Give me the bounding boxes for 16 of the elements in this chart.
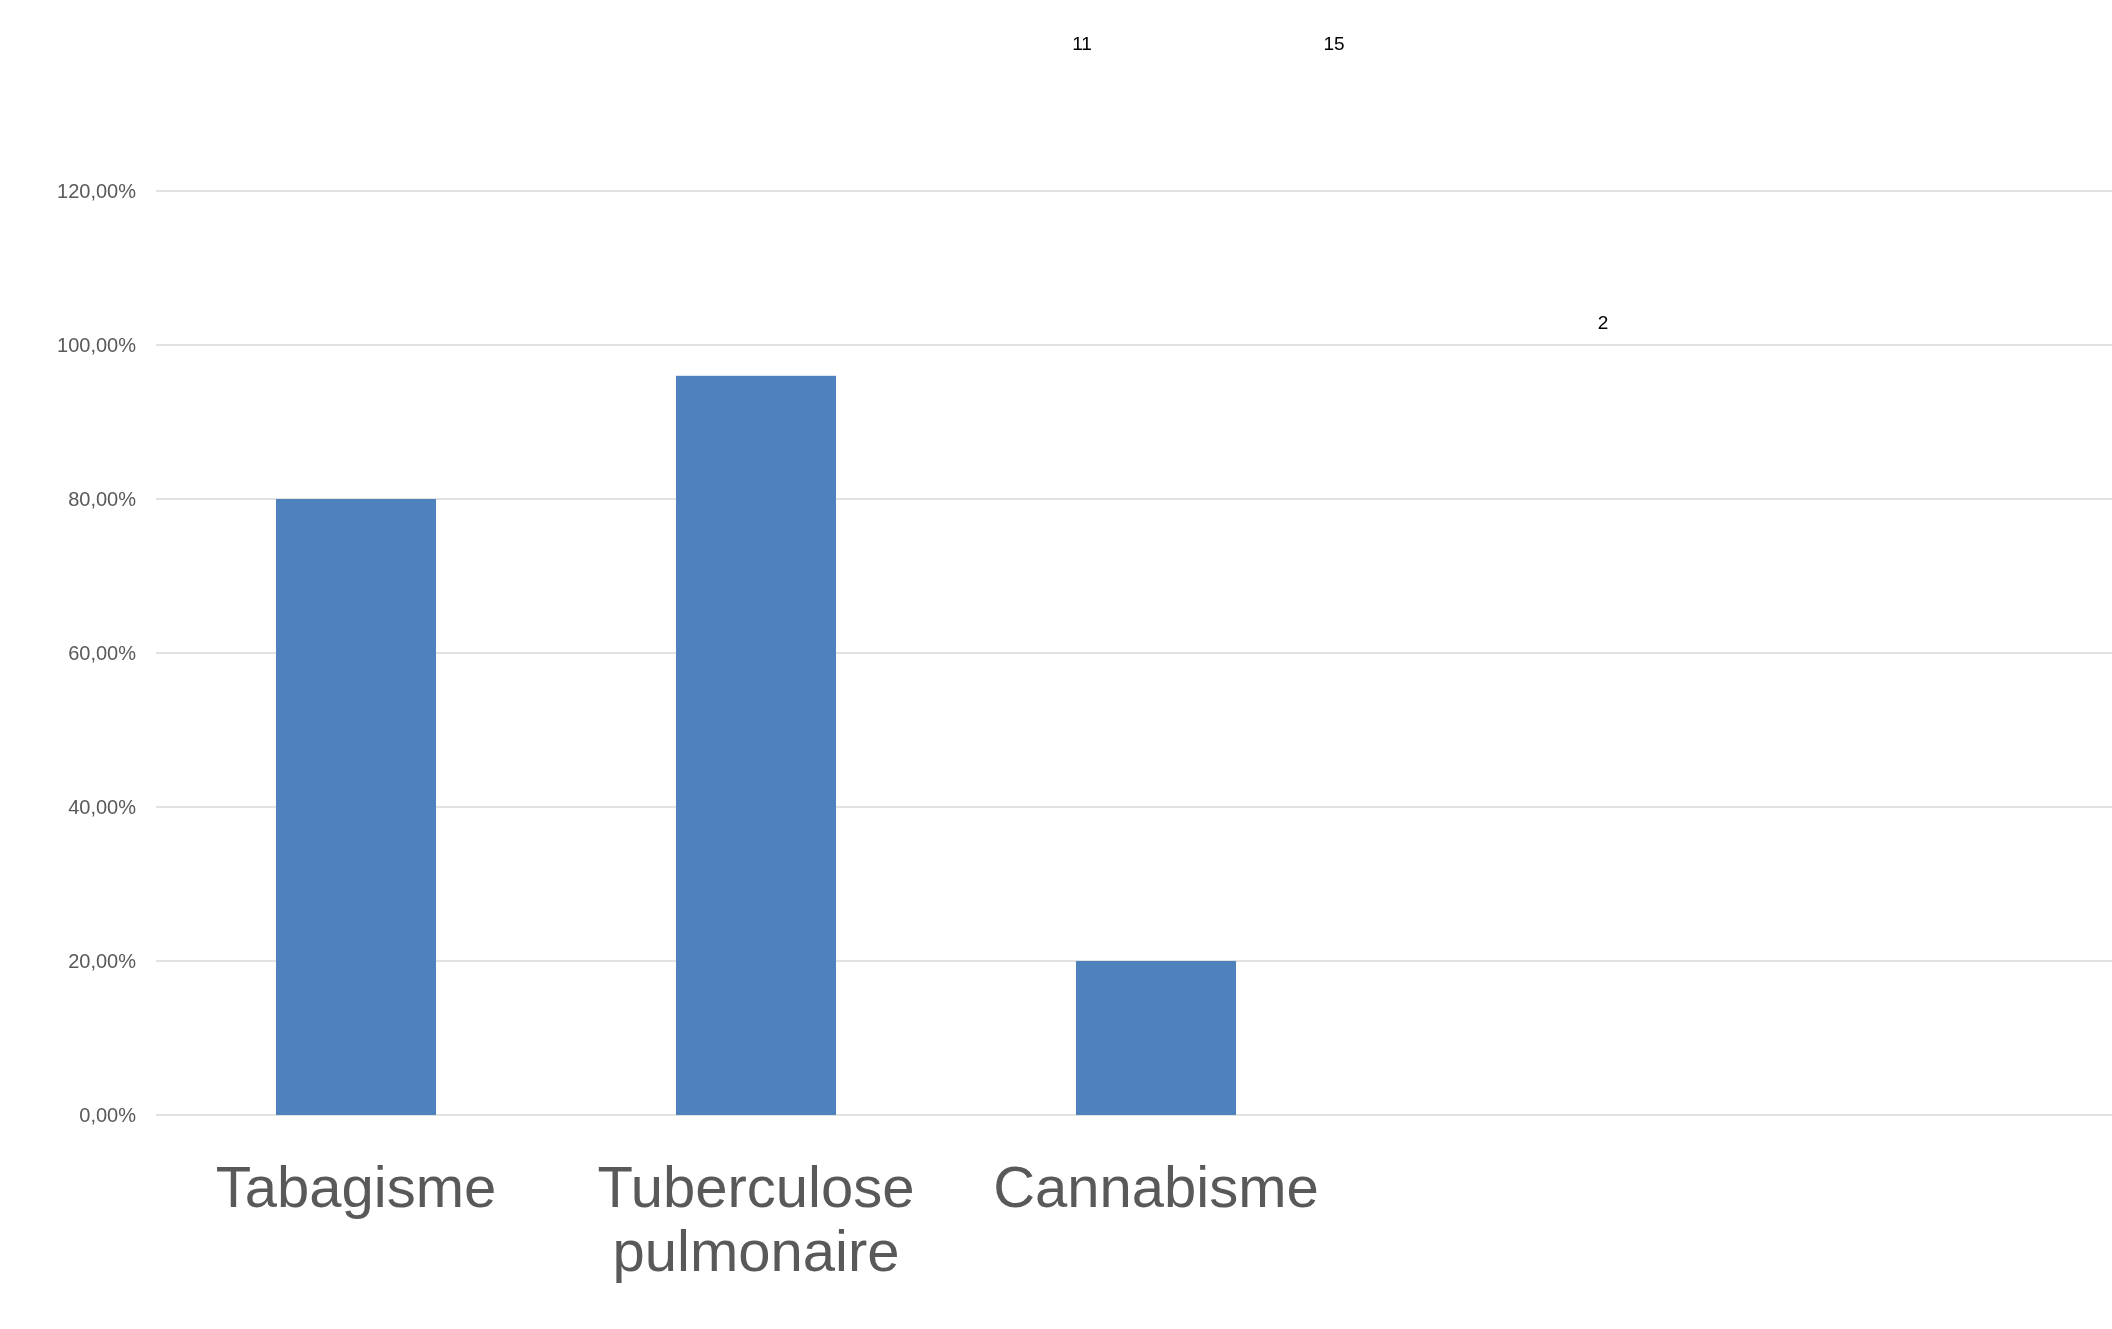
y-tick-label: 80,00% xyxy=(68,487,137,510)
x-tick-label: Cannabisme xyxy=(993,1154,1319,1219)
text: 11 xyxy=(1072,33,1092,54)
y-tick-label: 40,00% xyxy=(68,795,137,818)
bar xyxy=(276,499,436,1115)
y-tick-label: 0,00% xyxy=(79,1103,137,1126)
y-tick-label: 60,00% xyxy=(68,641,137,664)
annotation: 2 xyxy=(1597,312,1609,333)
x-tick-label: Tabagisme xyxy=(215,1154,497,1219)
x-tick-label: Tuberculose pulmonaire xyxy=(597,1154,915,1283)
bar xyxy=(676,375,836,1115)
y-tick-label: 20,00% xyxy=(68,949,137,972)
y-tick-label: 100,00% xyxy=(57,333,137,356)
text: 15 xyxy=(1323,33,1345,54)
bar xyxy=(1076,961,1236,1115)
y-tick-label: 120,00% xyxy=(57,179,137,202)
